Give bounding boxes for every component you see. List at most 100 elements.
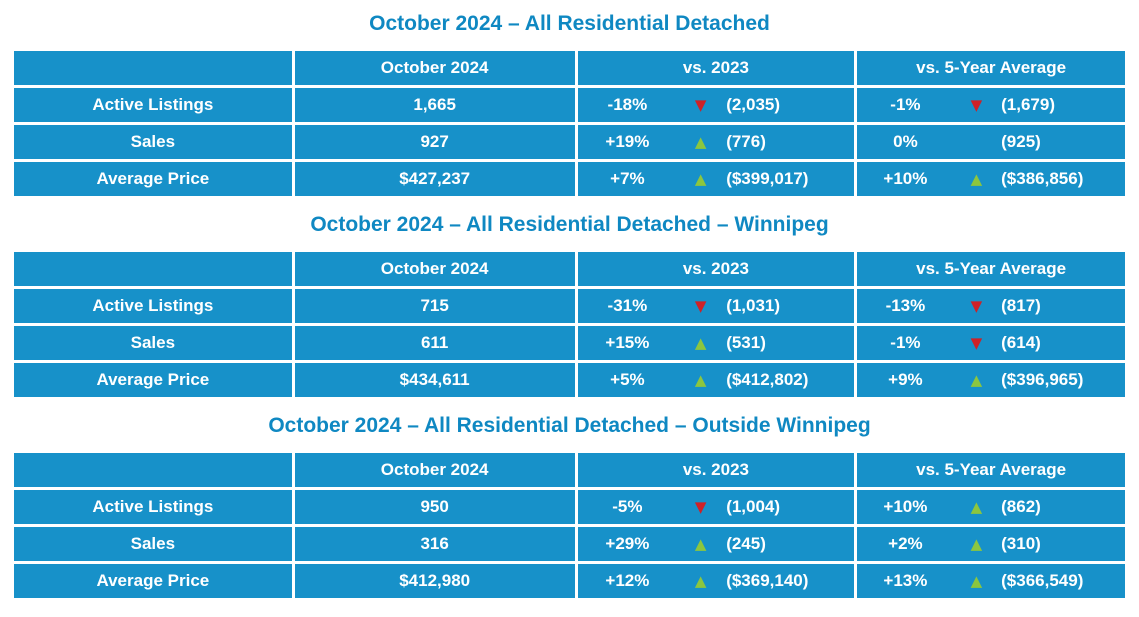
vs-5yr-cell: -13% ▼ (817) [857, 289, 1125, 323]
change-percent: +19% [605, 132, 650, 151]
comparison-group: -5% ▼ (1,004) [578, 497, 855, 517]
change-percent: +13% [883, 571, 928, 590]
stats-table-all: October 2024 vs. 2023 vs. 5-Year Average… [11, 48, 1128, 199]
comparison-group: +5% ▲ ($412,802) [578, 370, 855, 390]
vs-5yr-cell: +13% ▲ ($366,549) [857, 564, 1125, 598]
current-value: $427,237 [294, 162, 575, 196]
comparison-group: +2% ▲ (310) [857, 534, 1125, 554]
report-section-all: October 2024 – All Residential Detached … [0, 10, 1139, 199]
row-label: Active Listings [14, 289, 292, 323]
vs-2023-cell: +29% ▲ (245) [577, 527, 855, 561]
header-blank [14, 51, 292, 85]
table-row-average-price: Average Price $427,237 +7% ▲ ($399,017) … [14, 162, 1125, 196]
trend-up-icon: ▲ [694, 571, 707, 590]
change-percent: -18% [607, 95, 648, 114]
comparison-group: +9% ▲ ($396,965) [857, 370, 1125, 390]
header-row: October 2024 vs. 2023 vs. 5-Year Average [14, 51, 1125, 85]
row-label: Average Price [14, 162, 292, 196]
trend-down-icon: ▼ [694, 296, 707, 315]
stats-table-outside-winnipeg: October 2024 vs. 2023 vs. 5-Year Average… [11, 450, 1128, 601]
change-percent: +9% [888, 370, 923, 389]
trend-up-icon: ▲ [970, 534, 983, 553]
header-october-2024: October 2024 [294, 51, 575, 85]
comparison-group: +19% ▲ (776) [578, 132, 855, 152]
vs-5yr-cell: -1% ▼ (1,679) [857, 88, 1125, 122]
table-row-active-listings: Active Listings 950 -5% ▼ (1,004) +10% ▲… [14, 490, 1125, 524]
change-percent: +10% [883, 169, 928, 188]
comparison-group: +13% ▲ ($366,549) [857, 571, 1125, 591]
trend-up-icon: ▲ [970, 497, 983, 516]
current-value: $412,980 [294, 564, 575, 598]
comparison-group: -1% ▼ (614) [857, 333, 1125, 353]
table-row-average-price: Average Price $434,611 +5% ▲ ($412,802) … [14, 363, 1125, 397]
trend-down-icon: ▼ [970, 95, 983, 114]
comparison-group: +15% ▲ (531) [578, 333, 855, 353]
row-label: Average Price [14, 363, 292, 397]
row-label: Average Price [14, 564, 292, 598]
comparison-value: ($399,017) [726, 169, 809, 188]
table-row-active-listings: Active Listings 1,665 -18% ▼ (2,035) -1%… [14, 88, 1125, 122]
change-percent: +7% [610, 169, 645, 188]
comparison-group: -13% ▼ (817) [857, 296, 1125, 316]
comparison-value: ($412,802) [726, 370, 809, 389]
comparison-value: (2,035) [726, 95, 781, 114]
vs-5yr-cell: +9% ▲ ($396,965) [857, 363, 1125, 397]
trend-down-icon: ▼ [694, 95, 707, 114]
vs-2023-cell: -5% ▼ (1,004) [577, 490, 855, 524]
current-value: 611 [294, 326, 575, 360]
row-label: Sales [14, 125, 292, 159]
vs-2023-cell: +15% ▲ (531) [577, 326, 855, 360]
trend-down-icon: ▼ [694, 497, 707, 516]
vs-5yr-cell: +10% ▲ (862) [857, 490, 1125, 524]
current-value: 316 [294, 527, 575, 561]
change-percent: +15% [605, 333, 650, 352]
comparison-value: (1,031) [726, 296, 781, 315]
trend-up-icon: ▲ [694, 370, 707, 389]
table-title-all: October 2024 – All Residential Detached [369, 12, 770, 35]
change-percent: +5% [610, 370, 645, 389]
row-label: Active Listings [14, 88, 292, 122]
change-percent: +2% [888, 534, 923, 553]
vs-2023-cell: +19% ▲ (776) [577, 125, 855, 159]
report-section-winnipeg: October 2024 – All Residential Detached … [0, 211, 1139, 400]
vs-5yr-cell: 0% (925) [857, 125, 1125, 159]
change-percent: -1% [890, 333, 921, 352]
change-percent: 0% [893, 132, 918, 151]
comparison-value: (817) [1001, 296, 1041, 315]
report-section-outside-winnipeg: October 2024 – All Residential Detached … [0, 412, 1139, 601]
change-percent: +29% [605, 534, 650, 553]
trend-up-icon: ▲ [970, 169, 983, 188]
current-value: 715 [294, 289, 575, 323]
trend-up-icon: ▲ [970, 370, 983, 389]
trend-up-icon: ▲ [694, 333, 707, 352]
comparison-value: (245) [726, 534, 766, 553]
table-title-winnipeg: October 2024 – All Residential Detached … [310, 213, 829, 236]
comparison-group: -18% ▼ (2,035) [578, 95, 855, 115]
table-row-sales: Sales 316 +29% ▲ (245) +2% ▲ (310) [14, 527, 1125, 561]
change-percent: +10% [883, 497, 928, 516]
header-vs-2023: vs. 2023 [577, 453, 855, 487]
trend-up-icon: ▲ [694, 534, 707, 553]
change-percent: -13% [885, 296, 926, 315]
comparison-group: +10% ▲ ($386,856) [857, 169, 1125, 189]
comparison-value: (776) [726, 132, 766, 151]
comparison-value: ($386,856) [1001, 169, 1084, 188]
header-october-2024: October 2024 [294, 252, 575, 286]
comparison-group: -31% ▼ (1,031) [578, 296, 855, 316]
current-value: 1,665 [294, 88, 575, 122]
change-percent: -1% [890, 95, 921, 114]
header-row: October 2024 vs. 2023 vs. 5-Year Average [14, 453, 1125, 487]
change-percent: -5% [612, 497, 643, 516]
vs-5yr-cell: +2% ▲ (310) [857, 527, 1125, 561]
change-percent: -31% [607, 296, 648, 315]
row-label: Active Listings [14, 490, 292, 524]
trend-up-icon: ▲ [694, 132, 707, 151]
stats-table-winnipeg: October 2024 vs. 2023 vs. 5-Year Average… [11, 249, 1128, 400]
header-blank [14, 453, 292, 487]
comparison-value: ($396,965) [1001, 370, 1084, 389]
table-row-sales: Sales 611 +15% ▲ (531) -1% ▼ (614) [14, 326, 1125, 360]
current-value: $434,611 [294, 363, 575, 397]
vs-2023-cell: -18% ▼ (2,035) [577, 88, 855, 122]
header-october-2024: October 2024 [294, 453, 575, 487]
trend-up-icon: ▲ [694, 169, 707, 188]
